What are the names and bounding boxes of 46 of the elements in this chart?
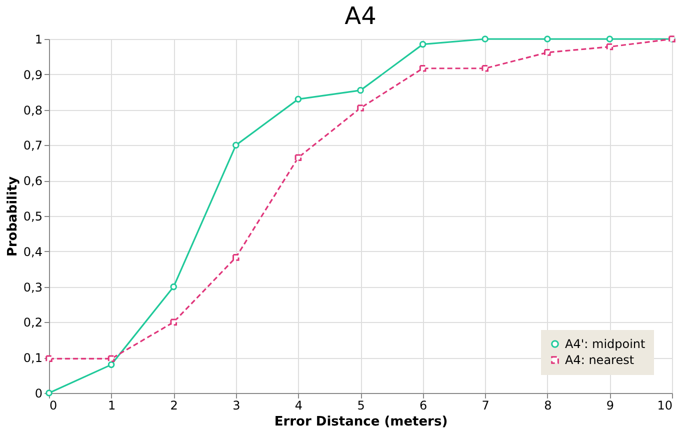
y-axis-title: Probability <box>5 176 20 257</box>
chart-title: A4 <box>344 2 376 30</box>
x-tick-label: 8 <box>544 398 552 412</box>
y-tick-label: 0,5 <box>23 210 42 224</box>
legend-label: A4': midpoint <box>565 337 646 351</box>
x-tick-label: 7 <box>482 398 490 412</box>
point <box>232 254 240 261</box>
point <box>170 318 177 326</box>
x-tick-label: 1 <box>108 398 116 412</box>
point <box>294 154 302 161</box>
y-tick-label: 0,7 <box>23 138 42 153</box>
x-tick-label: 3 <box>232 398 240 412</box>
y-tick-label: 0,9 <box>23 68 42 82</box>
x-tick-label: 4 <box>294 398 303 412</box>
x-tick-label: 5 <box>357 398 365 412</box>
y-tick-label: 0,1 <box>23 351 42 366</box>
point <box>606 43 614 50</box>
point <box>419 40 426 48</box>
point <box>232 142 240 149</box>
point <box>544 36 551 42</box>
point <box>482 64 488 72</box>
point <box>482 36 488 42</box>
point <box>108 355 115 362</box>
point <box>544 49 551 56</box>
x-tick-label: 9 <box>606 398 614 412</box>
y-tick-label: 0,3 <box>23 280 42 294</box>
point <box>294 96 302 103</box>
y-tick-label: 1 <box>34 32 42 46</box>
y-tick-label: 0 <box>34 386 42 400</box>
point <box>170 283 177 290</box>
point <box>108 361 115 368</box>
point <box>419 64 426 72</box>
y-tick-label: 0,6 <box>23 174 42 188</box>
point <box>357 86 364 94</box>
x-axis-title: Error Distance (meters) <box>274 414 448 430</box>
legend-label: A4: nearest <box>565 353 634 367</box>
point <box>357 104 364 112</box>
y-tick-label: 0,4 <box>23 244 42 259</box>
y-tick-label: 0,2 <box>23 316 42 330</box>
x-tick-label: 6 <box>419 398 428 412</box>
point <box>606 36 614 42</box>
point <box>46 355 52 362</box>
y-tick-label: 0,8 <box>23 103 42 118</box>
x-tick-label: 10 <box>657 398 672 412</box>
x-tick-label: 2 <box>170 398 178 412</box>
x-tick-label: 0 <box>50 398 58 412</box>
